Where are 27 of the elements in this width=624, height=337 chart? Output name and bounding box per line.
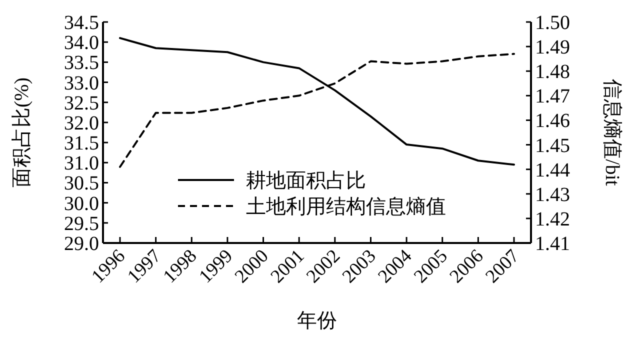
y2tick: 1.48 (535, 61, 570, 84)
ytick: 30.0 (64, 192, 99, 215)
ytick: 33.0 (64, 72, 99, 94)
y2tick: 1.41 (535, 233, 570, 255)
xlabel: 年份 (297, 310, 337, 332)
ytick: 33.5 (64, 52, 99, 74)
ytick: 34.0 (64, 32, 99, 54)
y2tick: 1.43 (535, 184, 570, 206)
y2tick: 1.50 (535, 12, 570, 34)
ytick: 31.5 (64, 132, 99, 155)
legend: 耕地面积占比 (246, 170, 366, 192)
y2label: 信息熵值/bit (601, 79, 623, 186)
legend: 土地利用结构信息熵值 (246, 196, 446, 218)
ytick: 31.0 (64, 152, 99, 175)
y2tick: 1.42 (535, 208, 570, 230)
ytick: 30.5 (64, 172, 99, 195)
ytick: 32.5 (64, 92, 99, 114)
ytick: 32.0 (64, 112, 99, 134)
y2tick: 1.47 (535, 86, 570, 108)
ytick: 34.5 (64, 12, 99, 34)
ytick: 29.5 (64, 212, 99, 235)
y2tick: 1.45 (535, 134, 570, 157)
y2tick: 1.46 (535, 110, 570, 132)
ytick: 29.0 (64, 233, 99, 255)
ylabel: 面积占比(%) (11, 78, 33, 188)
y2tick: 1.44 (535, 159, 570, 182)
y2tick: 1.49 (535, 36, 570, 59)
